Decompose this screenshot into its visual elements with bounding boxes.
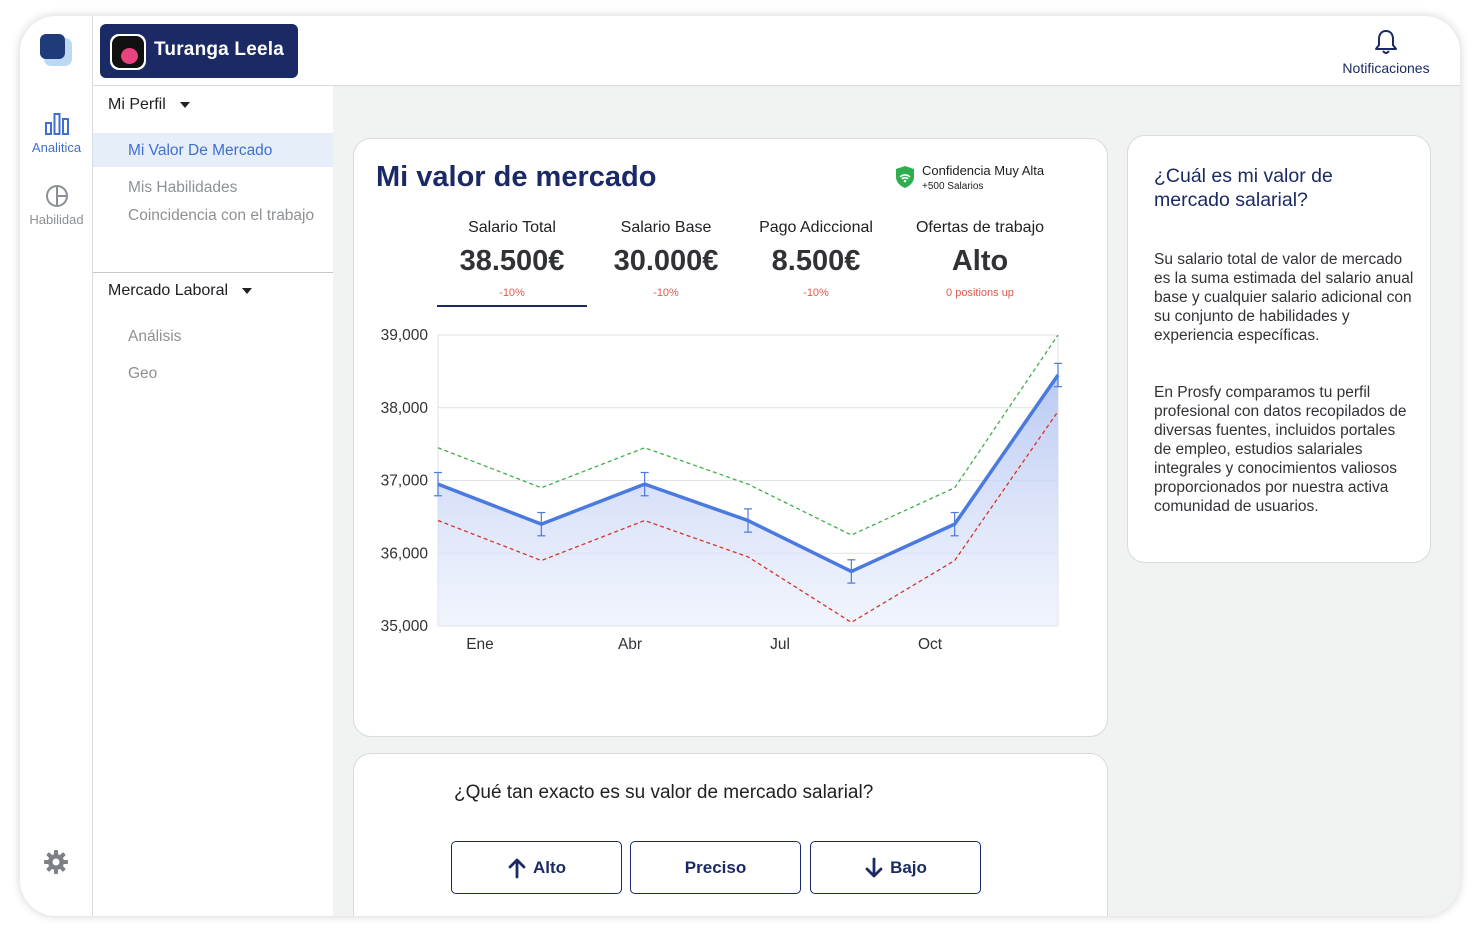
info-paragraph-2: En Prosfy comparamos tu perfil profesion… <box>1154 384 1407 515</box>
nav-item-coincidencia[interactable]: Coincidencia con el trabajo <box>128 207 315 224</box>
x-tick-label: Ene <box>466 636 494 653</box>
top-bar: Turanga Leela Notificaciones <box>93 16 1460 86</box>
nav-item-geo[interactable]: Geo <box>128 365 158 382</box>
rail-item-analitica[interactable]: Analitica <box>20 112 93 155</box>
nav-active-highlight <box>93 133 333 167</box>
metric-pago-adiccional[interactable]: Pago Adiccional 8.500€ -10% <box>759 219 873 299</box>
avatar <box>110 34 146 70</box>
arrow-down-icon <box>865 857 883 877</box>
metric-active-underline <box>437 305 587 307</box>
market-salary-chart: 35,000 36,000 37,000 38,000 39,000 Ene Abr Jul… <box>381 327 1062 653</box>
y-tick-label: 39,000 <box>381 327 429 344</box>
metric-salario-total[interactable]: Salario Total 38.500€ -10% <box>459 219 565 299</box>
series-line-minimo <box>437 411 1059 624</box>
secondary-nav: Mi Perfil Mi Valor De Mercado Mis Habili… <box>93 86 333 916</box>
notifications-label: Notificaciones <box>1342 60 1430 76</box>
user-name: Turanga Leela <box>154 39 285 60</box>
icon-rail: Analitica Habilidad <box>20 16 93 916</box>
nav-item-mis-habilidades[interactable]: Mis Habilidades <box>128 179 238 196</box>
confidence-sub: +500 Salarios <box>922 181 984 192</box>
bell-icon <box>1375 30 1397 54</box>
x-tick-label: Jul <box>770 636 790 653</box>
metric-salario-base[interactable]: Salario Base 30.000€ -10% <box>613 219 719 299</box>
arrow-up-icon <box>508 858 526 878</box>
nav-group-mercado-laboral[interactable]: Mercado Laboral <box>108 282 253 300</box>
user-chip[interactable]: Turanga Leela <box>100 24 298 78</box>
y-tick-label: 35,000 <box>381 618 429 635</box>
accuracy-bajo-button[interactable]: Bajo <box>810 841 981 894</box>
nav-item-mi-valor-de-mercado[interactable]: Mi Valor De Mercado <box>128 142 273 159</box>
chevron-down-icon <box>242 287 253 294</box>
nav-group-mi-perfil[interactable]: Mi Perfil <box>108 96 190 114</box>
y-tick-label: 36,000 <box>381 545 429 562</box>
bar-chart-icon <box>44 113 69 135</box>
metric-ofertas-de-trabajo[interactable]: Ofertas de trabajo Alto 0 positions up <box>915 219 1045 299</box>
info-paragraph-1: Su salario total de valor de mercado es … <box>1154 251 1414 344</box>
accuracy-card: ¿Qué tan exacto es su valor de mercado s… <box>353 753 1108 916</box>
shield-icon <box>896 166 914 188</box>
y-tick-label: 37,000 <box>381 473 429 490</box>
series-area-salario-mercado <box>438 375 1058 626</box>
confidence-label: Confidencia Muy Alta <box>922 163 1045 178</box>
nav-item-analisis[interactable]: Análisis <box>128 328 182 345</box>
pie-icon <box>45 185 68 207</box>
x-tick-label: Abr <box>618 636 642 653</box>
rail-item-habilidad[interactable]: Habilidad <box>20 184 93 227</box>
app-logo[interactable] <box>40 34 72 66</box>
rail-item-label: Analitica <box>31 140 82 155</box>
accuracy-question: ¿Qué tan exacto es su valor de mercado s… <box>454 782 874 803</box>
series-line-máximo <box>437 334 1059 536</box>
page-title: Mi valor de mercado <box>376 161 657 193</box>
chevron-down-icon <box>179 101 190 108</box>
market-value-card: Mi valor de mercado Confidencia Muy Alta… <box>353 138 1108 737</box>
gear-icon[interactable] <box>42 848 70 876</box>
y-tick-label: 38,000 <box>381 400 429 417</box>
app-window: Analitica Habilidad <box>20 16 1460 916</box>
nav-divider <box>93 272 333 273</box>
rail-item-label: Habilidad <box>29 212 84 227</box>
info-card: ¿Cuál es mi valor de mercado salarial? S… <box>1127 135 1431 563</box>
notifications-button[interactable]: Notificaciones <box>1336 28 1436 76</box>
accuracy-alto-button[interactable]: Alto <box>451 841 622 894</box>
x-tick-label: Oct <box>918 636 943 653</box>
info-title: ¿Cuál es mi valor de mercado salarial? <box>1154 165 1333 211</box>
accuracy-preciso-button[interactable]: Preciso <box>630 841 801 894</box>
